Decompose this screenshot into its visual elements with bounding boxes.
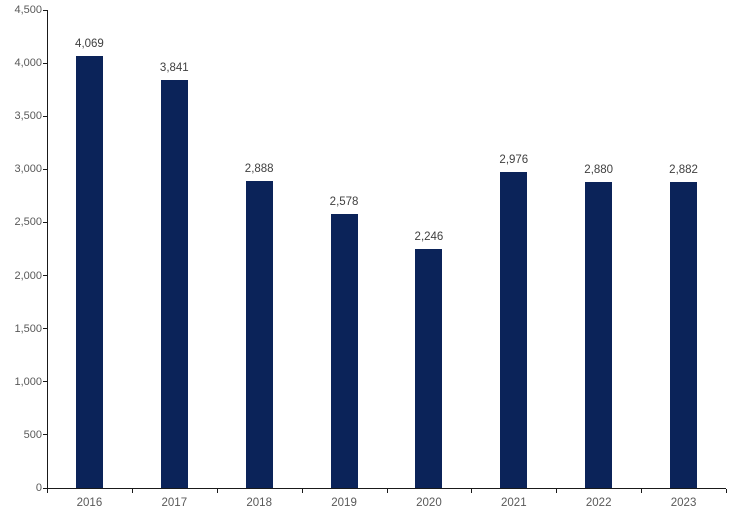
x-category-label: 2021 <box>501 497 527 509</box>
x-tick-mark <box>471 489 473 493</box>
y-tick-mark <box>43 434 48 436</box>
bar-value-label: 4,069 <box>75 37 104 50</box>
bar-2016 <box>75 55 103 488</box>
y-tick-label: 4,500 <box>14 4 42 16</box>
y-tick-label: 3,500 <box>14 110 42 123</box>
bar-2021 <box>500 171 528 488</box>
y-tick-label: 4,000 <box>14 57 42 70</box>
x-category-label: 2022 <box>585 497 612 509</box>
y-tick-label: 1,500 <box>14 322 42 335</box>
bar-value-label: 2,578 <box>329 196 359 209</box>
y-tick-mark <box>43 168 48 170</box>
y-tick-mark <box>43 9 48 11</box>
x-tick-mark <box>47 489 48 493</box>
x-category-label: 2023 <box>670 497 697 509</box>
x-category-label: 2016 <box>76 497 103 509</box>
bar-value-label: 2,246 <box>414 231 444 244</box>
x-tick-mark <box>726 489 727 493</box>
x-axis-line <box>47 488 726 489</box>
x-tick-mark <box>386 489 388 493</box>
y-tick-mark <box>43 115 48 117</box>
y-tick-mark <box>43 221 48 223</box>
bar-2018 <box>245 181 273 488</box>
x-category-label: 2018 <box>246 497 272 509</box>
bar-2019 <box>330 214 358 488</box>
y-tick-label: 2,000 <box>14 269 42 282</box>
x-category-label: 2020 <box>416 497 442 509</box>
y-tick-label: 3,000 <box>14 163 42 176</box>
y-tick-mark <box>43 487 48 489</box>
bar-2023 <box>670 181 698 488</box>
bar-value-label: 2,888 <box>244 163 274 176</box>
bar-2017 <box>160 80 188 488</box>
bar-2020 <box>415 249 443 488</box>
y-tick-label: 2,500 <box>14 216 42 229</box>
bar-value-label: 2,882 <box>669 163 698 176</box>
y-tick-label: 1,000 <box>14 375 42 388</box>
bar-value-label: 3,841 <box>159 62 189 74</box>
x-tick-mark <box>216 489 218 493</box>
bar-value-label: 2,976 <box>499 153 529 166</box>
y-tick-label: 0 <box>35 482 42 494</box>
x-category-label: 2017 <box>161 497 188 509</box>
y-tick-label: 500 <box>23 428 42 441</box>
y-tick-mark <box>43 381 48 383</box>
y-tick-mark <box>43 275 48 277</box>
y-axis-line <box>47 10 48 488</box>
x-tick-mark <box>301 489 303 493</box>
bar-2022 <box>585 182 613 488</box>
x-tick-mark <box>641 489 643 493</box>
x-category-label: 2019 <box>331 497 357 509</box>
y-tick-mark <box>43 328 48 330</box>
x-tick-mark <box>556 489 558 493</box>
bar-value-label: 2,880 <box>584 164 614 177</box>
x-tick-mark <box>131 489 133 493</box>
y-tick-mark <box>43 62 48 64</box>
